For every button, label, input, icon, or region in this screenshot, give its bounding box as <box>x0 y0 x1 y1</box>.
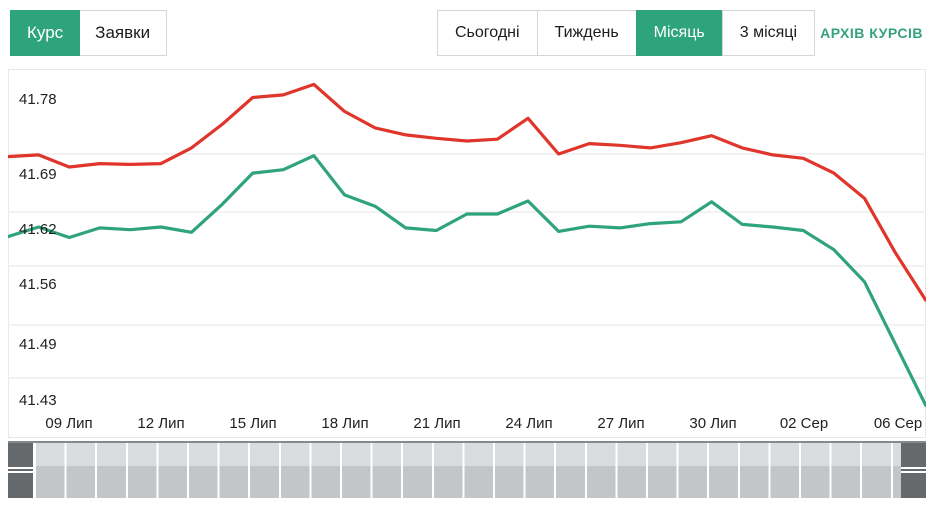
period-today[interactable]: Сьогодні <box>455 24 520 41</box>
x-axis-label: 06 Сер <box>873 415 923 432</box>
x-axis-label: 12 Лип <box>137 415 185 432</box>
green-series-line <box>8 154 926 407</box>
x-axis-label: 02 Сер <box>779 415 829 432</box>
period-3months[interactable]: 3 місяці <box>721 11 814 55</box>
tab-kurs[interactable]: Курс <box>10 10 81 56</box>
slider-right-handle[interactable] <box>901 443 926 498</box>
y-axis-label: 41.78 <box>19 91 57 108</box>
rate-chart <box>8 82 926 407</box>
grip-icon <box>901 467 926 474</box>
x-axis-label: 30 Лип <box>689 415 737 432</box>
red-series-line <box>8 82 926 302</box>
slider-track[interactable] <box>36 443 902 498</box>
y-axis-label: 41.62 <box>19 221 57 238</box>
period-month[interactable]: Місяць <box>635 10 722 56</box>
x-axis-label: 18 Лип <box>321 415 369 432</box>
x-axis-label: 21 Лип <box>413 415 461 432</box>
y-axis-label: 41.56 <box>19 276 57 293</box>
rate-orders-toggle: Курс Заявки <box>10 10 168 56</box>
period-selector: Сьогодні Тиждень Місяць 3 місяці <box>437 10 815 56</box>
y-axis-label: 41.49 <box>19 336 57 353</box>
slider-topline <box>8 441 926 443</box>
x-axis-label: 27 Лип <box>597 415 645 432</box>
tab-zayavky[interactable]: Заявки <box>95 23 151 42</box>
y-axis-label: 41.43 <box>19 392 57 409</box>
slider-left-handle[interactable] <box>8 443 33 498</box>
x-axis-label: 15 Лип <box>229 415 277 432</box>
range-slider <box>8 441 926 498</box>
period-week[interactable]: Тиждень <box>536 11 636 55</box>
y-axis-label: 41.69 <box>19 166 57 183</box>
grip-icon <box>8 467 33 474</box>
x-axis-label: 24 Лип <box>505 415 553 432</box>
x-axis-label: 09 Лип <box>45 415 93 432</box>
chart-area: 41.78 41.69 41.62 41.56 41.49 41.43 09 Лип 12 Л… <box>8 69 926 438</box>
archive-link[interactable]: АРХІВ КУРСІВ <box>820 25 923 41</box>
